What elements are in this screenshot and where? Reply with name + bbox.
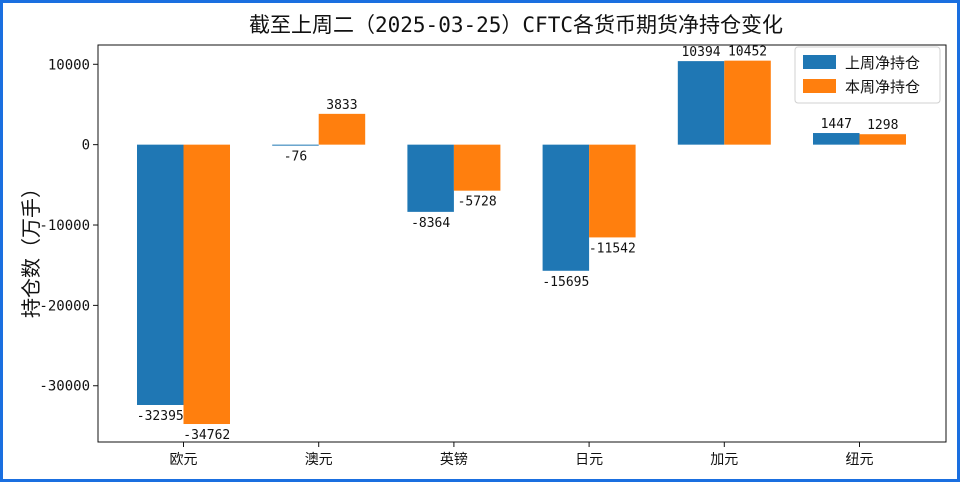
legend-label: 本周净持仓	[845, 78, 920, 96]
bar	[407, 144, 454, 212]
x-tick-label: 加元	[710, 452, 738, 468]
y-tick-label: 10000	[48, 57, 90, 73]
data-label: 3833	[326, 98, 357, 113]
bar	[318, 113, 366, 145]
x-tick-label: 日元	[575, 452, 603, 468]
y-axis-label: 持仓数（万手）	[19, 178, 43, 318]
bar	[677, 61, 725, 145]
bar	[589, 144, 636, 238]
x-tick-label: 澳元	[305, 452, 333, 468]
legend-label: 上周净持仓	[845, 54, 920, 72]
data-label: -8364	[411, 216, 450, 231]
data-label: -32395	[137, 409, 184, 424]
data-label: -76	[284, 149, 307, 164]
bar	[137, 144, 184, 405]
legend-swatch	[803, 55, 836, 69]
y-tick-label: -20000	[39, 298, 90, 314]
bar	[813, 133, 860, 145]
data-label: 1447	[821, 117, 852, 132]
data-label: -34762	[183, 428, 230, 443]
bar	[542, 144, 590, 271]
y-tick-label: 0	[82, 138, 90, 154]
data-label: -5728	[458, 195, 497, 210]
chart-title: 截至上周二（2025-03-25）CFTC各货币期货净持仓变化	[249, 13, 783, 37]
chart-marks: 10000 0 -10000 -20000 -30000 欧元 -32395 -34762 澳元…	[39, 45, 906, 468]
data-label: -11542	[589, 241, 636, 256]
data-label: 10394	[681, 45, 720, 60]
plot-area	[97, 44, 947, 443]
data-label: 1298	[867, 118, 898, 133]
bar	[724, 60, 771, 145]
x-tick-label: 英镑	[440, 451, 468, 468]
y-tick-label: -30000	[39, 379, 90, 395]
data-label: -15695	[542, 275, 589, 290]
legend-swatch	[803, 79, 836, 93]
data-label: 10452	[728, 45, 767, 60]
bar	[453, 144, 501, 191]
bar	[183, 144, 230, 425]
x-tick-label: 纽元	[846, 452, 874, 468]
bar	[859, 134, 906, 145]
bar	[272, 144, 319, 146]
y-tick-label: -10000	[39, 218, 90, 234]
x-tick-label: 欧元	[170, 452, 198, 468]
